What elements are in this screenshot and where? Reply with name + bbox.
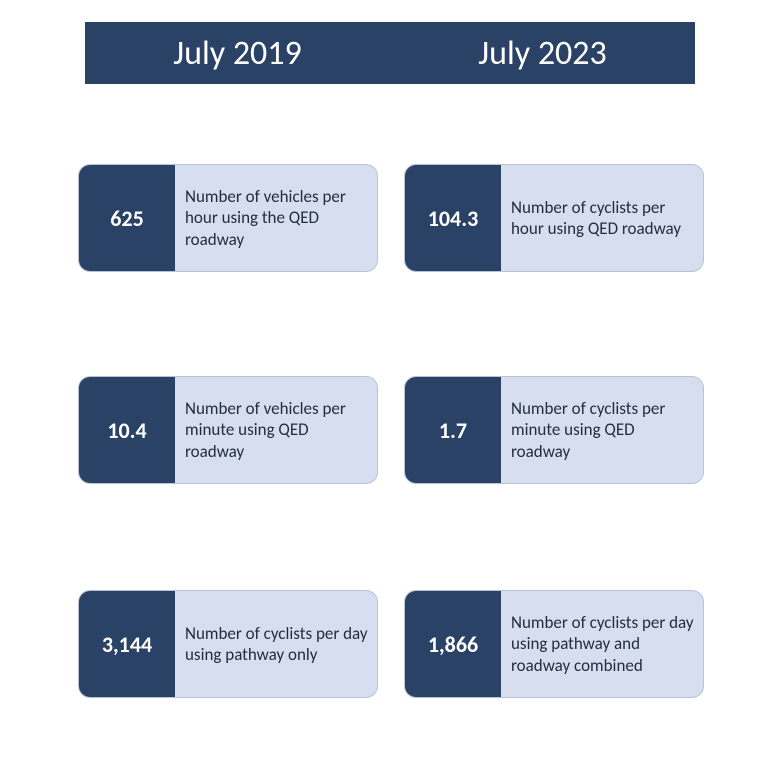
stat-label: Number of cyclists per hour using QED ro… <box>501 165 703 271</box>
stat-block-left-0: 625 Number of vehicles per hour using th… <box>78 164 378 272</box>
infographic-canvas: July 2019 July 2023 625 Number of vehicl… <box>0 0 780 780</box>
stat-label: Number of vehicles per minute using QED … <box>175 377 377 483</box>
stat-label: Number of cyclists per day using pathway… <box>501 591 703 697</box>
header-left: July 2019 <box>85 22 390 84</box>
stat-label: Number of vehicles per hour using the QE… <box>175 165 377 271</box>
stat-block-right-2: 1,866 Number of cyclists per day using p… <box>404 590 704 698</box>
header-bar: July 2019 July 2023 <box>85 22 695 84</box>
stat-label: Number of cyclists per minute using QED … <box>501 377 703 483</box>
stat-block-right-1: 1.7 Number of cyclists per minute using … <box>404 376 704 484</box>
stat-block-right-0: 104.3 Number of cyclists per hour using … <box>404 164 704 272</box>
stat-block-left-1: 10.4 Number of vehicles per minute using… <box>78 376 378 484</box>
stat-block-left-2: 3,144 Number of cyclists per day using p… <box>78 590 378 698</box>
stat-value: 1.7 <box>405 377 501 483</box>
stat-value: 10.4 <box>79 377 175 483</box>
stat-value: 104.3 <box>405 165 501 271</box>
stat-label: Number of cyclists per day using pathway… <box>175 591 377 697</box>
stat-value: 1,866 <box>405 591 501 697</box>
header-right: July 2023 <box>390 22 695 84</box>
stat-value: 625 <box>79 165 175 271</box>
stat-value: 3,144 <box>79 591 175 697</box>
